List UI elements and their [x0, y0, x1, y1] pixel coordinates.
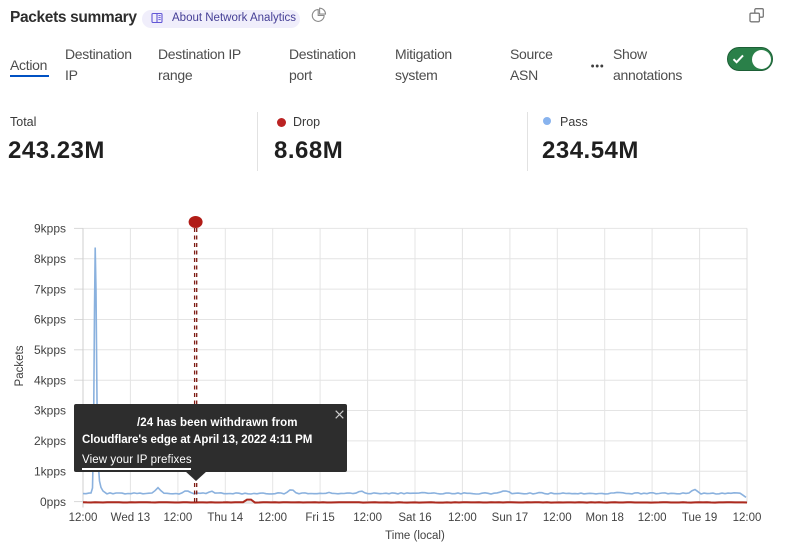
- svg-text:12:00: 12:00: [164, 512, 193, 524]
- svg-text:Tue 19: Tue 19: [682, 512, 717, 524]
- svg-text:12:00: 12:00: [543, 512, 572, 524]
- svg-text:5kpps: 5kpps: [34, 343, 66, 357]
- svg-text:12:00: 12:00: [638, 512, 667, 524]
- svg-text:Wed 13: Wed 13: [111, 512, 150, 524]
- svg-text:6kpps: 6kpps: [34, 313, 66, 327]
- svg-text:12:00: 12:00: [448, 512, 477, 524]
- svg-text:2kpps: 2kpps: [34, 434, 66, 448]
- svg-text:3kpps: 3kpps: [34, 404, 66, 418]
- svg-text:Packets: Packets: [14, 345, 26, 386]
- svg-text:12:00: 12:00: [353, 512, 382, 524]
- svg-text:Thu 14: Thu 14: [207, 512, 243, 524]
- svg-text:0pps: 0pps: [40, 495, 66, 509]
- svg-text:7kpps: 7kpps: [34, 282, 66, 296]
- svg-text:9kpps: 9kpps: [34, 222, 66, 236]
- svg-text:Time (local): Time (local): [385, 530, 445, 542]
- svg-text:12:00: 12:00: [69, 512, 98, 524]
- svg-text:8kpps: 8kpps: [34, 252, 66, 266]
- svg-text:12:00: 12:00: [733, 512, 762, 524]
- svg-text:Sun 17: Sun 17: [492, 512, 528, 524]
- svg-text:12:00: 12:00: [258, 512, 287, 524]
- svg-text:Mon 18: Mon 18: [586, 512, 624, 524]
- svg-text:Fri 15: Fri 15: [305, 512, 334, 524]
- svg-text:1kpps: 1kpps: [34, 464, 66, 478]
- svg-text:4kpps: 4kpps: [34, 373, 66, 387]
- svg-text:Sat 16: Sat 16: [398, 512, 431, 524]
